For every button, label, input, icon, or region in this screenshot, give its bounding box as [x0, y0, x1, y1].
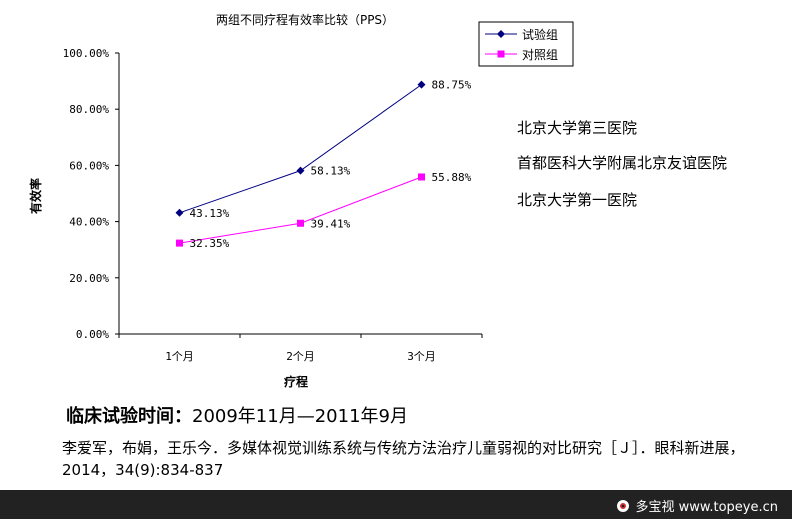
y-tick-label: 0.00%	[76, 328, 109, 341]
x-tick-label: 2个月	[286, 350, 315, 363]
trial-period-label: 临床试验时间：	[66, 406, 192, 427]
trial-group-data-label: 43.13%	[190, 207, 230, 220]
chart: 两组不同疗程有效率比较（PPS） 0.00% 20.00% 40.00% 60.00%…	[28, 12, 574, 389]
trial-group-point	[175, 208, 184, 217]
legend-trial-group-label: 试验组	[522, 27, 558, 42]
control-group-data-label: 55.88%	[432, 171, 472, 184]
trial-period-line: 临床试验时间：2009年11月—2011年9月	[66, 402, 408, 428]
chart-title: 两组不同疗程有效率比较（PPS）	[216, 12, 394, 27]
y-tick-label: 100.00%	[63, 47, 110, 60]
y-tick-label: 20.00%	[69, 272, 109, 285]
x-tick-label: 3个月	[407, 350, 436, 363]
trial-group-point	[296, 166, 305, 175]
chart-series: 43.13% 58.13% 88.75% 32.35% 39.41% 55.88%	[175, 79, 472, 250]
y-tick-label: 80.00%	[69, 103, 109, 116]
footer-bar: 多宝视 www.topeye.cn	[0, 490, 792, 519]
trial-group-line	[179, 84, 422, 214]
legend-trial-group-marker	[497, 30, 505, 38]
control-group-point	[297, 219, 304, 227]
footer-logo-text: 多宝视 www.topeye.cn	[635, 500, 778, 515]
eye-logo-icon	[616, 499, 629, 512]
x-tick-label: 1个月	[165, 350, 194, 363]
control-group-point	[418, 173, 425, 181]
citation: 李爱军，布娟，王乐今．多媒体视觉训练系统与传统方法治疗儿童弱视的对比研究［Ｊ］．…	[62, 439, 745, 479]
hospital-3: 北京大学第一医院	[517, 191, 638, 209]
hospital-1: 北京大学第三医院	[517, 119, 638, 137]
trial-group-data-label: 88.75%	[432, 79, 472, 92]
y-tick-label: 60.00%	[69, 159, 109, 172]
trial-group-data-label: 58.13%	[311, 165, 351, 178]
hospital-2: 首都医科大学附属北京友谊医院	[517, 154, 728, 172]
legend-control-group-marker	[497, 50, 505, 58]
legend-box	[478, 21, 574, 67]
trial-period-value: 2009年11月—2011年9月	[192, 406, 408, 427]
legend-control-group-label: 对照组	[522, 48, 558, 62]
y-tick-label: 40.00%	[69, 216, 109, 229]
x-axis-title: 疗程	[284, 374, 308, 389]
control-group-data-label: 32.35%	[190, 237, 230, 250]
control-group-data-label: 39.41%	[311, 217, 351, 230]
control-group-point	[176, 239, 183, 247]
chart-axes: 0.00% 20.00% 40.00% 60.00% 80.00% 100.00% 1个月 2…	[63, 47, 483, 363]
trial-group-point	[417, 80, 426, 89]
y-axis-title: 有效率	[28, 178, 43, 214]
footer-logo[interactable]: 多宝视 www.topeye.cn	[616, 496, 778, 515]
